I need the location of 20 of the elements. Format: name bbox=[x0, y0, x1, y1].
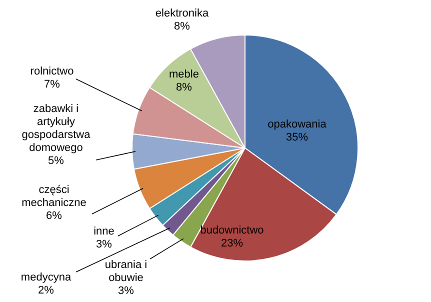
data-label: 5% bbox=[48, 155, 64, 167]
slice-label: meble bbox=[169, 68, 199, 80]
slice-label: części mechaniczne bbox=[22, 184, 86, 209]
data-label: 6% bbox=[46, 210, 62, 222]
data-label: 7% bbox=[44, 78, 60, 90]
slice-label: rolnictwo bbox=[30, 66, 74, 78]
slice-label: zabawki i artykuły gospodarstwa domowego bbox=[22, 103, 92, 154]
data-label: 8% bbox=[174, 20, 190, 32]
slice-label: medycyna bbox=[20, 272, 72, 284]
data-label: 23% bbox=[220, 238, 244, 250]
data-label: 3% bbox=[96, 238, 112, 250]
data-label: 2% bbox=[38, 284, 54, 296]
slice-label: budownictwo bbox=[200, 224, 264, 236]
slice-label: opakowania bbox=[268, 118, 328, 130]
data-label: 35% bbox=[286, 132, 308, 144]
slice-label: ubrania i obuwie bbox=[104, 259, 148, 284]
data-label: 8% bbox=[176, 82, 192, 94]
slice-label: inne bbox=[94, 226, 114, 238]
data-label: 3% bbox=[118, 285, 134, 297]
slice-label: elektronika bbox=[155, 8, 210, 20]
